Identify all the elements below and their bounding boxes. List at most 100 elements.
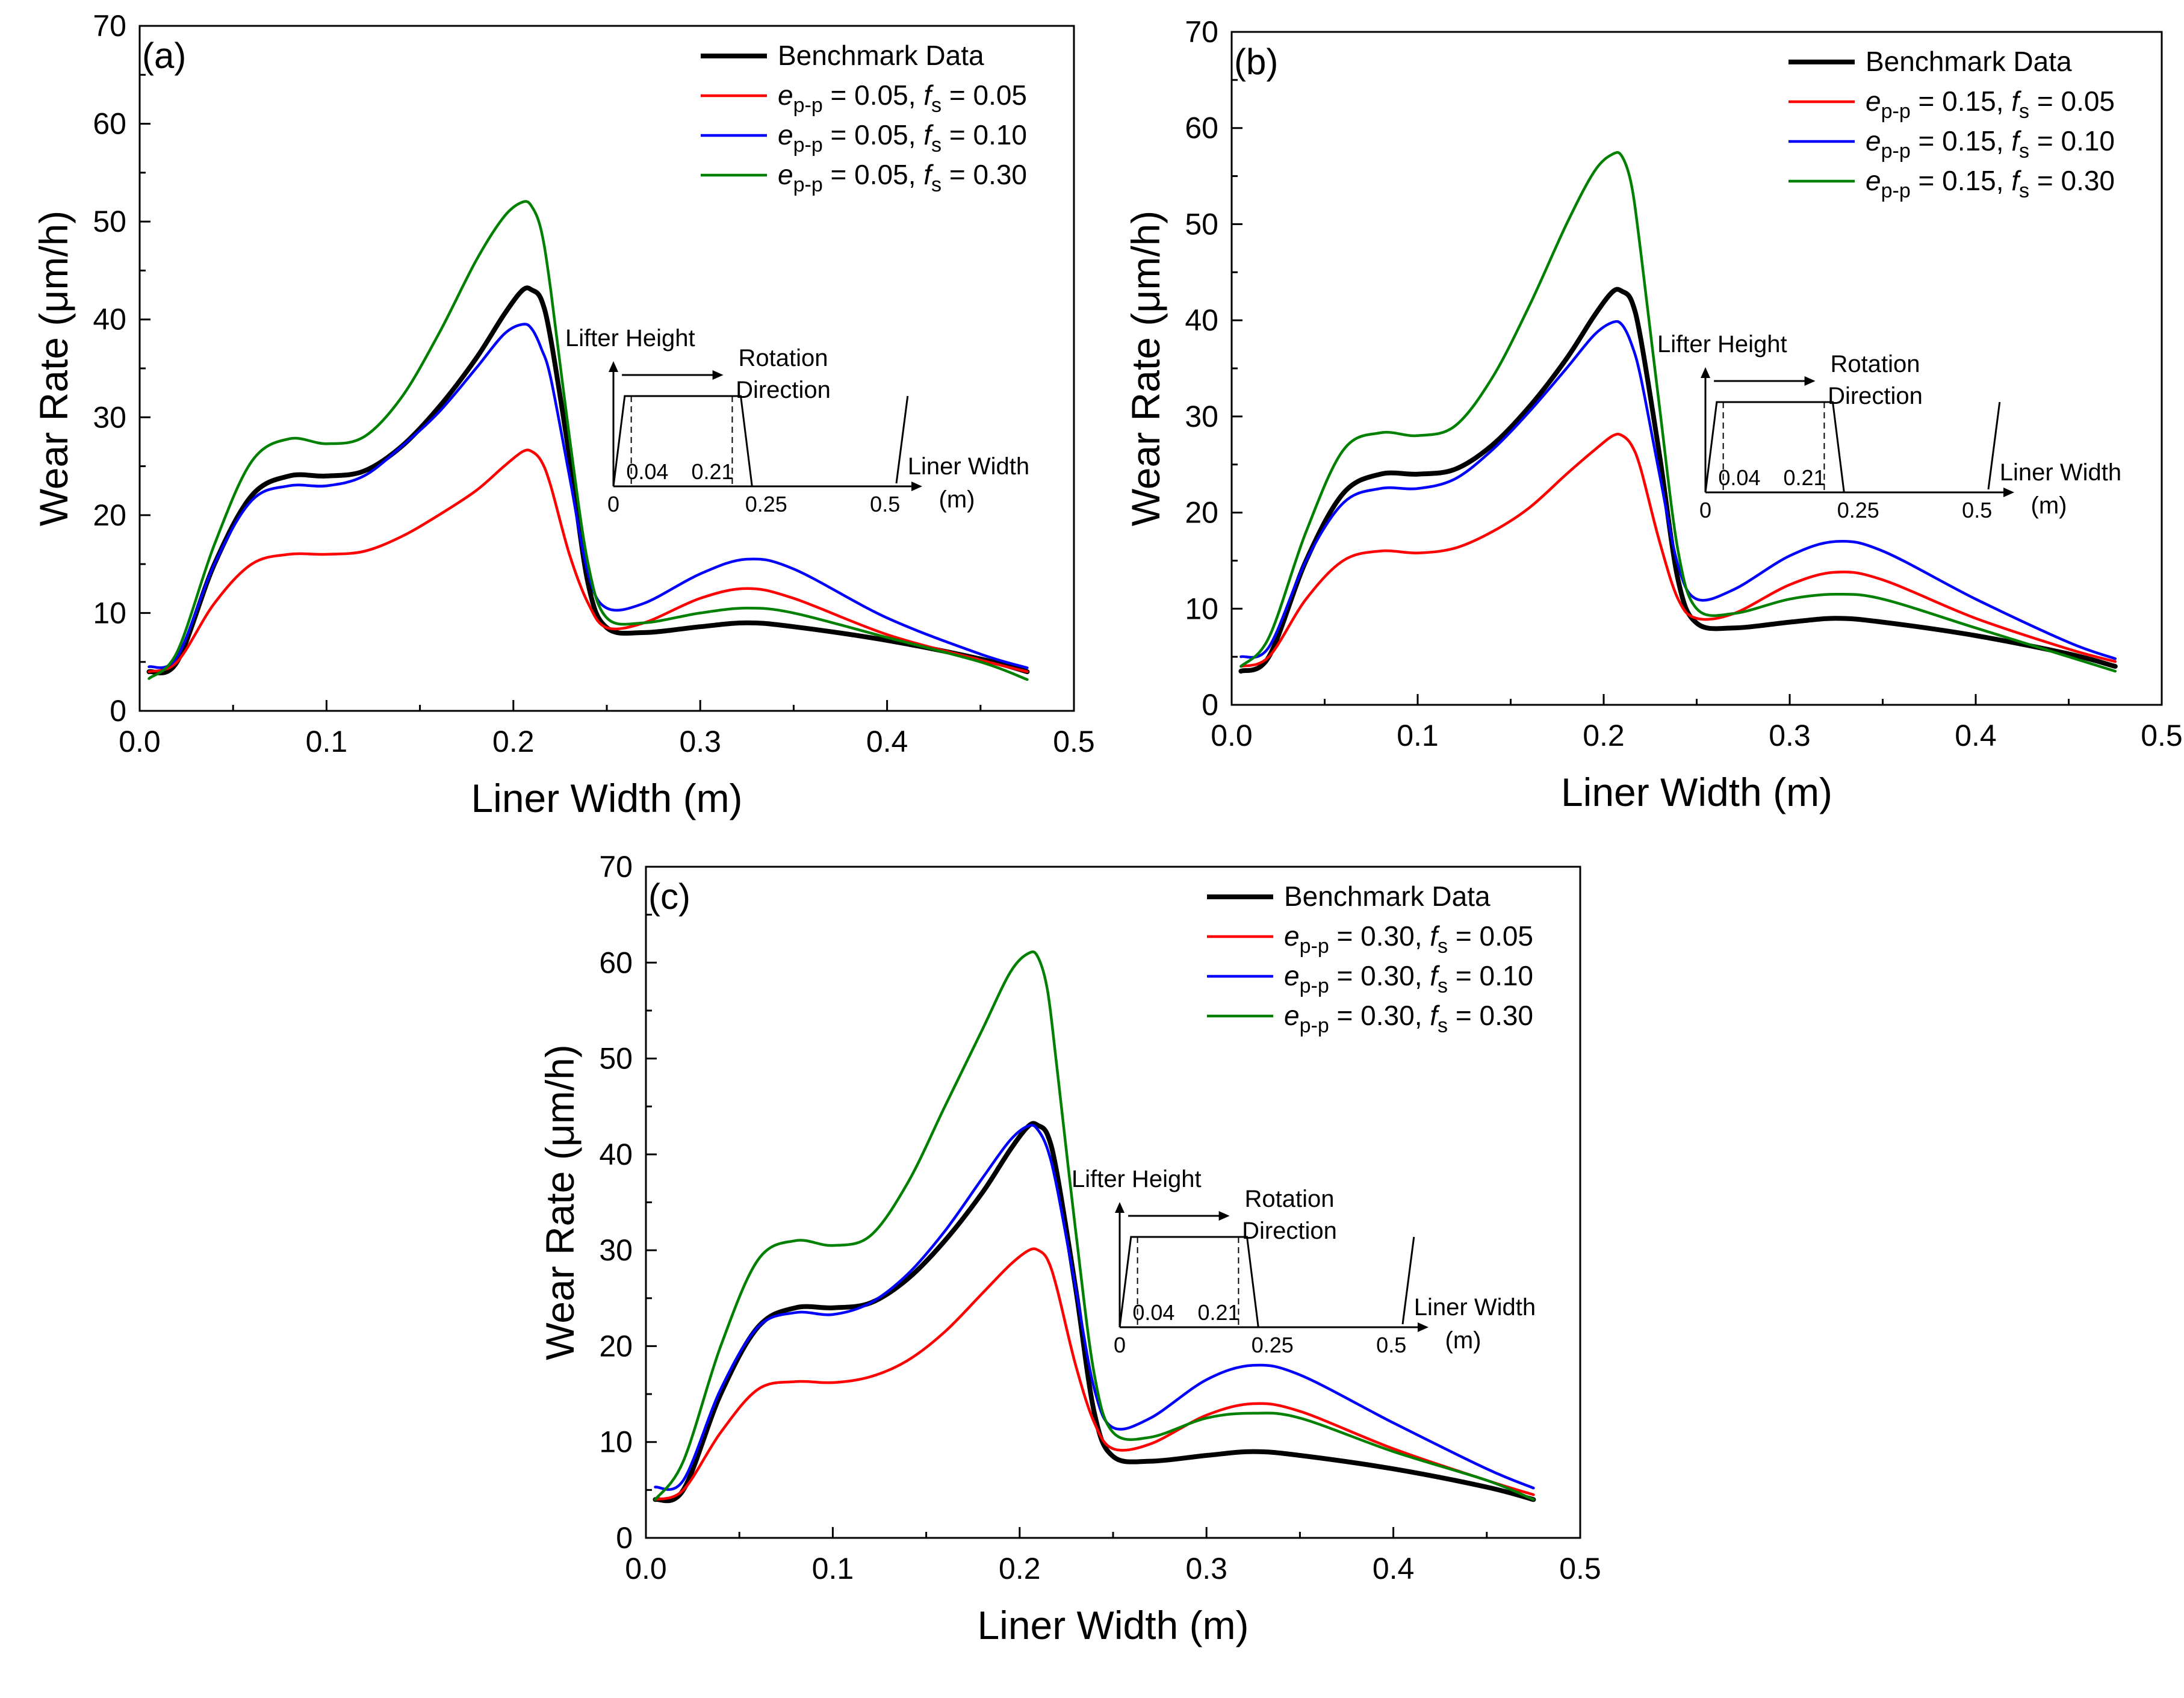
series-line-0 bbox=[653, 1121, 1536, 1504]
inset-tick-0: 0 bbox=[607, 492, 619, 516]
y-tick-label: 10 bbox=[599, 1425, 633, 1459]
legend-e-symbol: e bbox=[1284, 1000, 1300, 1031]
inset-tick-05: 0.5 bbox=[870, 492, 900, 516]
legend-fs-value: 0.05 bbox=[2061, 85, 2115, 117]
legend-fs-value: 0.30 bbox=[1479, 1000, 1533, 1031]
y-tick-label: 0 bbox=[616, 1521, 633, 1555]
legend-e-value: 0.05 bbox=[854, 79, 908, 111]
y-tick-label: 30 bbox=[1185, 400, 1218, 433]
series-line-3 bbox=[147, 200, 1029, 681]
legend-entry-3: ep-p = 0.05, fs = 0.30 bbox=[778, 159, 1027, 196]
legend-e-symbol: e bbox=[1284, 920, 1300, 952]
x-tick-label: 0.3 bbox=[679, 725, 721, 758]
legend-entry-3: ep-p = 0.30, fs = 0.30 bbox=[1284, 1000, 1533, 1037]
panel-b: 0.0 0.1 0.2 0.3 0.4 0.5 0 10 20 30 40 50 60 70 Liner W… bbox=[1123, 15, 2183, 814]
legend-entry-1: ep-p = 0.05, fs = 0.05 bbox=[778, 79, 1027, 117]
legend-f-symbol: f bbox=[2011, 165, 2021, 196]
inset-direction-label: Direction bbox=[1828, 383, 1923, 409]
legend-eq: = bbox=[942, 119, 973, 150]
legend-e-symbol: e bbox=[1284, 960, 1300, 991]
inset-y-arrowhead bbox=[1701, 367, 1710, 378]
legend-sep: , bbox=[1996, 125, 2012, 156]
legend-eq: = bbox=[1448, 920, 1479, 952]
y-tick-label: 20 bbox=[93, 498, 126, 532]
legend-f-symbol: f bbox=[923, 159, 934, 190]
inset-tick-0: 0 bbox=[1114, 1333, 1126, 1357]
y-tick-label: 0 bbox=[110, 694, 126, 728]
y-tick-label: 40 bbox=[1185, 303, 1218, 337]
legend-entry-0: Benchmark Data bbox=[1284, 881, 1491, 912]
inset-break-line bbox=[1401, 1236, 1415, 1325]
series-line-3 bbox=[654, 950, 1535, 1501]
inset-unit-label: (m) bbox=[2031, 492, 2067, 519]
legend-eq: = bbox=[1448, 1000, 1479, 1031]
x-tick-label: 0.1 bbox=[306, 725, 348, 758]
x-tick-label: 0.3 bbox=[1769, 719, 1811, 752]
legend-f-symbol: f bbox=[923, 119, 934, 150]
inset-rotation-label: Rotation bbox=[739, 345, 828, 371]
series-line-3 bbox=[1239, 150, 2117, 673]
inset-lifter-profile bbox=[612, 395, 753, 487]
legend-entry-2: ep-p = 0.05, fs = 0.10 bbox=[778, 119, 1027, 156]
legend-fs-value: 0.10 bbox=[1479, 960, 1533, 991]
legend-sep: , bbox=[1415, 1000, 1430, 1031]
legend-eq: = bbox=[1329, 960, 1360, 991]
legend-e-symbol: e bbox=[1866, 85, 1881, 117]
y-tick-label: 30 bbox=[93, 400, 126, 434]
legend-eq: = bbox=[1448, 960, 1479, 991]
y-tick-label: 70 bbox=[599, 850, 633, 884]
legend-fs-value: 0.30 bbox=[973, 159, 1027, 190]
legend-e-value: 0.05 bbox=[854, 159, 908, 190]
inset-lifter-profile bbox=[1118, 1236, 1259, 1328]
inset-diagram: Lifter Height Rotation Direction Liner Widt… bbox=[565, 325, 1029, 516]
x-tick-label: 0.0 bbox=[1211, 719, 1253, 752]
panel-label: (b) bbox=[1234, 42, 1278, 82]
x-tick-label: 0.1 bbox=[812, 1552, 854, 1585]
legend-e-subscript: p-p bbox=[1300, 935, 1329, 958]
legend-eq: = bbox=[942, 79, 973, 111]
legend-entry-1: ep-p = 0.15, fs = 0.05 bbox=[1866, 85, 2115, 123]
y-tick-label: 0 bbox=[1202, 688, 1218, 722]
legend-sep: , bbox=[908, 159, 924, 190]
x-tick-label: 0.5 bbox=[2141, 719, 2183, 752]
x-tick-label: 0.0 bbox=[119, 725, 161, 758]
y-tick-label: 30 bbox=[599, 1233, 633, 1267]
legend-sep: , bbox=[1996, 165, 2012, 196]
legend-f-subscript: s bbox=[1438, 1014, 1448, 1037]
legend-e-value: 0.15 bbox=[1942, 125, 1996, 156]
legend-f-symbol: f bbox=[1430, 920, 1440, 952]
inset-liner-width-label: Liner Width bbox=[908, 453, 1029, 480]
legend-e-value: 0.30 bbox=[1360, 1000, 1415, 1031]
legend-f-symbol: f bbox=[923, 79, 934, 111]
legend-entry-3: ep-p = 0.15, fs = 0.30 bbox=[1866, 165, 2115, 202]
x-tick-label: 0.4 bbox=[1373, 1552, 1415, 1585]
legend-e-symbol: e bbox=[1866, 125, 1881, 156]
inset-rotation-label: Rotation bbox=[1831, 351, 1920, 377]
legend-entry-0: Benchmark Data bbox=[1866, 46, 2072, 77]
x-tick-label: 0.5 bbox=[1053, 725, 1095, 758]
legend-f-symbol: f bbox=[2011, 85, 2021, 117]
x-axis-title: Liner Width (m) bbox=[1561, 770, 1832, 814]
y-tick-label: 20 bbox=[1185, 496, 1218, 530]
legend-e-value: 0.30 bbox=[1360, 920, 1415, 952]
inset-tick-05: 0.5 bbox=[1376, 1333, 1406, 1357]
inset-break-line bbox=[1987, 401, 2001, 490]
x-axis-title: Liner Width (m) bbox=[471, 776, 742, 820]
inset-x-arrowhead bbox=[2003, 488, 2014, 497]
inset-tick-021: 0.21 bbox=[1197, 1300, 1239, 1325]
x-tick-label: 0.0 bbox=[625, 1552, 667, 1585]
legend-eq: = bbox=[1911, 85, 1942, 117]
inset-tick-025: 0.25 bbox=[1252, 1333, 1294, 1357]
legend-eq: = bbox=[1911, 125, 1942, 156]
inset-tick-05: 0.5 bbox=[1962, 498, 1992, 522]
inset-x-arrowhead bbox=[911, 482, 922, 491]
y-axis-title: Wear Rate (μm/h) bbox=[538, 1044, 582, 1360]
legend-e-symbol: e bbox=[778, 159, 793, 190]
y-tick-label: 60 bbox=[93, 107, 126, 141]
series-line-0 bbox=[1238, 287, 2118, 674]
panel-label: (c) bbox=[648, 876, 690, 917]
x-tick-label: 0.1 bbox=[1397, 719, 1439, 752]
y-tick-label: 40 bbox=[599, 1138, 633, 1171]
x-tick-label: 0.2 bbox=[492, 725, 535, 758]
y-tick-label: 70 bbox=[1185, 15, 1218, 49]
